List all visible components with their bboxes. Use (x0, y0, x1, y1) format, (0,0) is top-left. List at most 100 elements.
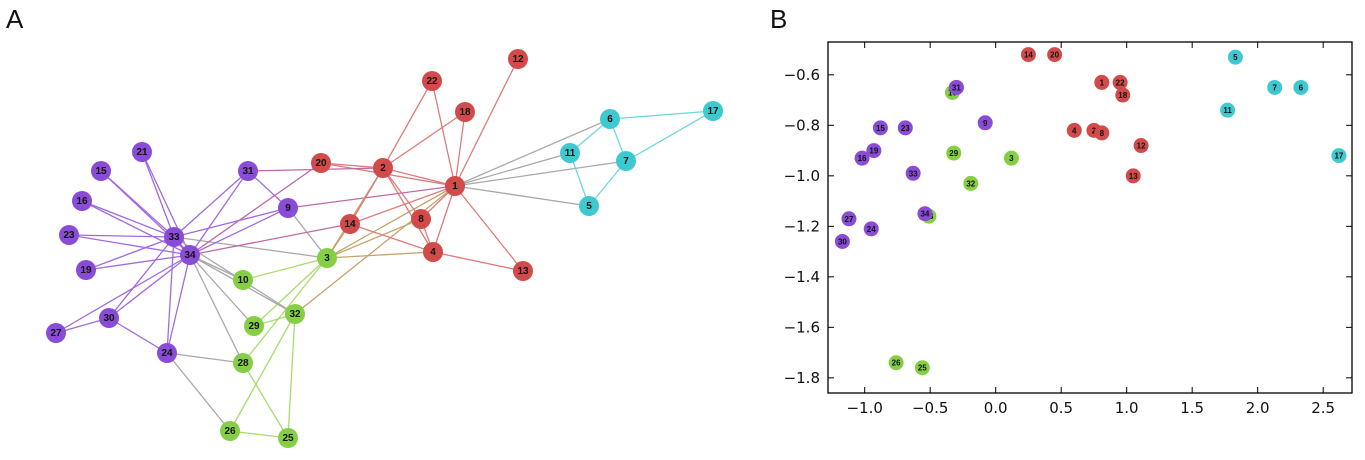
network-edge (609, 110, 714, 120)
scatter-point-label: 33 (909, 169, 918, 178)
network-edge (431, 80, 456, 187)
network-node-circle (600, 109, 620, 129)
scatter-point-marker (1331, 148, 1347, 164)
network-node-circle (455, 102, 475, 122)
scatter-point-label: 13 (1129, 172, 1138, 181)
network-edge (55, 254, 191, 334)
network-edge (68, 234, 191, 256)
network-node: 8 (411, 209, 431, 229)
network-node-label: 19 (80, 265, 92, 276)
network-node: 28 (233, 353, 253, 373)
network-node-label: 10 (237, 275, 249, 286)
scatter-point: 19 (866, 143, 882, 159)
y-tick-label: −1.6 (784, 318, 820, 336)
network-node-label: 12 (512, 54, 524, 65)
network-node: 25 (278, 428, 298, 448)
scatter-point: 2 (1086, 122, 1102, 138)
network-edge (108, 317, 168, 354)
network-node: 18 (455, 102, 475, 122)
network-edge (189, 207, 289, 256)
scatter-point-marker (1066, 122, 1082, 138)
network-node-label: 30 (103, 313, 115, 324)
network-node-circle (703, 101, 723, 121)
network-node-label: 28 (237, 358, 249, 369)
network-node-label: 11 (565, 148, 576, 159)
network-node-circle (278, 428, 298, 448)
network-edge (108, 254, 191, 319)
network-edge (189, 223, 351, 256)
network-node-circle (560, 143, 580, 163)
network-node-circle (508, 49, 528, 69)
scatter-point: 9 (977, 115, 993, 131)
network-node: 1 (445, 176, 465, 196)
network-node: 20 (311, 153, 331, 173)
network-edge (173, 170, 249, 238)
network-node-label: 20 (315, 158, 327, 169)
network-node: 17 (703, 101, 723, 121)
scatter-point-label: 26 (892, 359, 901, 368)
network-node-label: 6 (607, 114, 613, 125)
scatter-point-marker (963, 175, 979, 191)
network-node-label: 17 (707, 106, 719, 117)
scatter-point-marker (1227, 49, 1243, 65)
network-edge (166, 352, 231, 432)
scatter-point-label: 27 (845, 215, 854, 224)
network-node-label: 16 (76, 196, 88, 207)
network-node: 4 (423, 242, 443, 262)
scatter-point-label: 19 (869, 147, 878, 156)
network-node-label: 34 (184, 250, 196, 261)
network-node-circle (233, 353, 253, 373)
scatter-point-marker (946, 145, 962, 161)
network-node-label: 1 (452, 181, 458, 192)
network-node-circle (579, 196, 599, 216)
scatter-point-marker (863, 221, 879, 237)
network-edge (287, 185, 456, 209)
network-edge (189, 254, 255, 327)
scatter-point-marker (1133, 138, 1149, 154)
network-node-label: 27 (50, 328, 62, 339)
scatter-point: 12 (1133, 138, 1149, 154)
network-edge (625, 110, 714, 162)
network-edge (173, 207, 289, 238)
network-edge (294, 185, 456, 315)
network-node-circle (59, 225, 79, 245)
network-node: 22 (422, 71, 442, 91)
scatter-point: 7 (1267, 79, 1283, 95)
scatter-point-marker (1047, 47, 1063, 63)
network-node-label: 3 (324, 253, 330, 264)
scatter-point-marker (854, 150, 870, 166)
scatter-point: 34 (917, 206, 933, 222)
scatter-point-marker (1220, 102, 1236, 118)
network-node-circle (180, 245, 200, 265)
scatter-point: 10 (944, 85, 960, 101)
network-node: 12 (508, 49, 528, 69)
scatter-point-marker (1267, 79, 1283, 95)
network-edge (454, 118, 611, 187)
x-tick-label: 1.5 (1180, 399, 1204, 417)
network-node: 15 (91, 161, 111, 181)
network-node-label: 32 (289, 309, 301, 320)
network-node: 30 (99, 308, 119, 328)
network-node: 26 (220, 421, 240, 441)
scatter-point-marker (1094, 125, 1110, 141)
network-edge (432, 185, 456, 253)
network-node: 23 (59, 225, 79, 245)
scatter-point-label: 10 (948, 89, 957, 98)
network-nodes: 1234567891011121314151617181920212223242… (46, 49, 723, 448)
scatter-point: 6 (1293, 79, 1309, 95)
network-edge (454, 58, 519, 187)
x-tick-label: −0.5 (912, 399, 948, 417)
scatter-point-label: 23 (901, 124, 910, 133)
scatter-point-label: 15 (876, 124, 885, 133)
network-edge (287, 313, 296, 439)
network-edge (454, 111, 466, 187)
panel-b-letter: B (770, 4, 788, 34)
network-node-label: 13 (517, 266, 529, 277)
network-node: 32 (285, 304, 305, 324)
y-tick-label: −1.2 (784, 217, 820, 235)
y-tick-label: −1.4 (784, 268, 820, 286)
scatter-point-label: 2 (1092, 126, 1097, 135)
plot-frame (827, 41, 1353, 394)
scatter-point: 28 (921, 208, 937, 224)
scatter-point-marker (1115, 87, 1131, 103)
